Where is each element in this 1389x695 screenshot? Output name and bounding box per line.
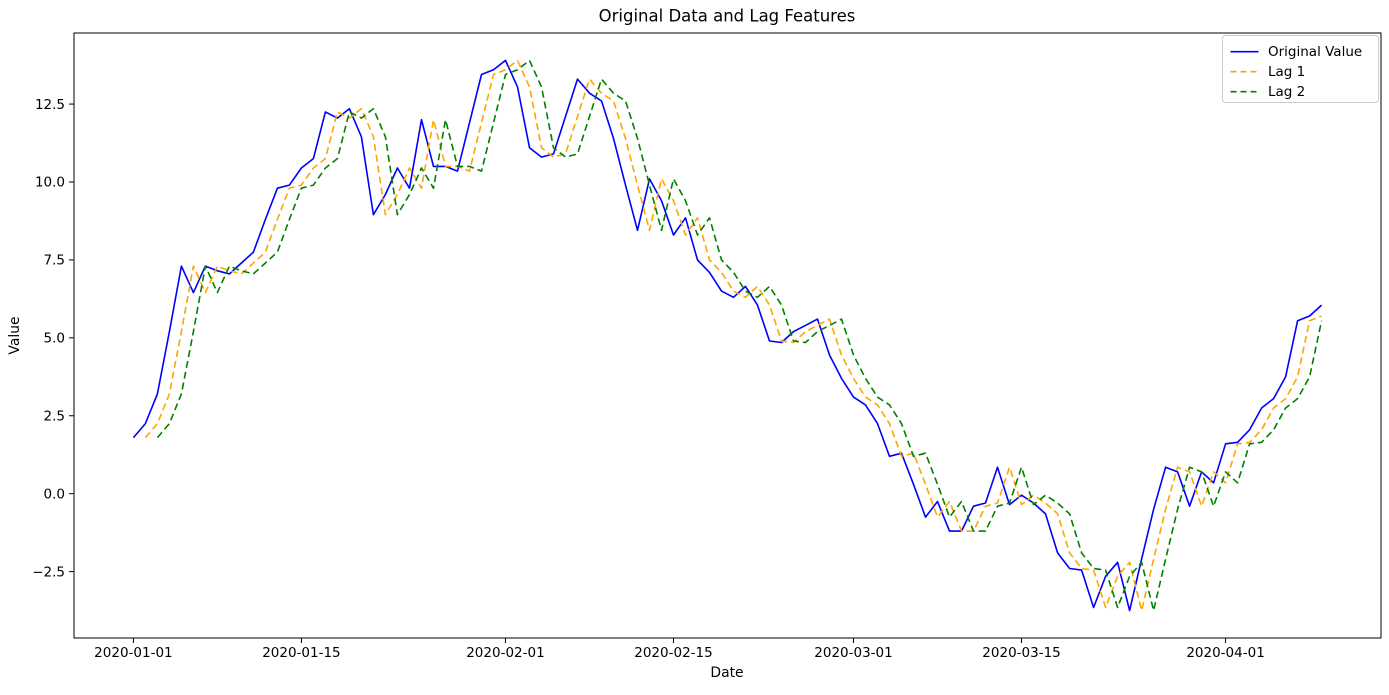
legend-label-original-value: Original Value	[1268, 44, 1362, 60]
plot-area	[74, 33, 1381, 638]
plot-border	[73, 32, 1382, 639]
x-tick-label: 2020-02-15	[634, 645, 712, 661]
y-tick-label: 10.0	[35, 175, 65, 191]
series-line-lag-2	[156, 59, 1323, 612]
legend-item-lag-1: Lag 1	[1230, 64, 1305, 80]
legend-label-lag-1: Lag 1	[1268, 64, 1305, 80]
chart-title: Original Data and Lag Features	[599, 7, 856, 26]
y-tick-label: 0.0	[44, 486, 65, 502]
legend-item-original-value: Original Value	[1230, 44, 1362, 60]
x-tick-label: 2020-03-15	[982, 645, 1060, 661]
y-tick-label: −2.5	[32, 564, 65, 580]
x-axis-label: Date	[710, 665, 743, 681]
plot-content: 2020-01-01 2020-01-15 2020-02-01 2020-02-15…	[32, 59, 1323, 661]
x-tick-label: 2020-04-01	[1186, 645, 1264, 661]
x-tick-label: 2020-03-01	[814, 645, 892, 661]
x-tick-label: 2020-01-15	[262, 645, 340, 661]
legend-box	[1222, 35, 1379, 103]
y-tick-label: 2.5	[44, 408, 65, 424]
x-tick-label: 2020-02-01	[466, 645, 544, 661]
legend-label-lag-2: Lag 2	[1268, 84, 1305, 100]
series-line-original-value	[132, 59, 1323, 612]
legend: Original Value Lag 1 Lag 2	[1222, 35, 1379, 103]
y-tick-label: 7.5	[44, 253, 65, 269]
y-axis-label: Value	[7, 316, 23, 354]
series-line-lag-1	[144, 59, 1322, 612]
y-tick-label: 5.0	[44, 331, 65, 347]
x-tick-label: 2020-01-01	[94, 645, 172, 661]
y-tick-label: 12.5	[35, 97, 65, 113]
legend-item-lag-2: Lag 2	[1230, 84, 1305, 100]
